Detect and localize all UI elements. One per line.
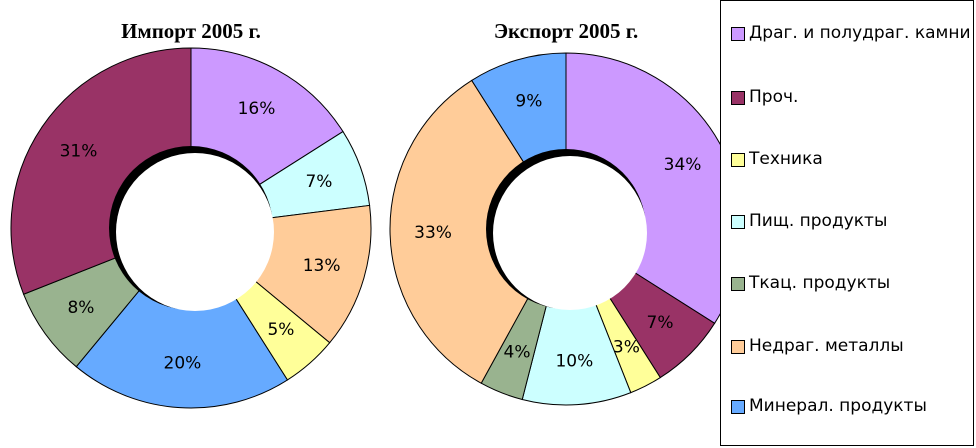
legend-label: Минерал. продукты	[749, 396, 927, 416]
legend-label: Драг. и полудраг. камни	[749, 23, 971, 43]
hole	[116, 153, 274, 311]
data-label: 33%	[414, 223, 452, 243]
data-label: 31%	[60, 142, 98, 162]
legend-item: Техника	[731, 149, 971, 169]
charts: Импорт 2005 г. 16% 7% 13% 5% 20% 8% 31% Экспорт …	[10, 19, 720, 409]
legend-item: Пищ. продукты	[731, 211, 971, 231]
data-label: 8%	[67, 298, 94, 318]
data-label: 13%	[303, 256, 341, 276]
data-label: 7%	[647, 313, 674, 333]
legend-label: Техника	[749, 149, 823, 169]
legend-label: Пищ. продукты	[749, 211, 888, 231]
legend-swatch	[731, 91, 745, 105]
legend-swatch	[731, 400, 745, 414]
legend-swatch	[731, 340, 745, 354]
chart-title: Экспорт 2005 г.	[494, 19, 638, 43]
legend: Драг. и полудраг. камни Проч. Техника Пищ. …	[720, 0, 974, 446]
data-label: 16%	[238, 99, 276, 119]
slice	[565, 52, 720, 324]
data-label: 3%	[613, 338, 640, 358]
data-label: 34%	[664, 155, 702, 175]
legend-swatch	[731, 153, 745, 167]
data-label: 4%	[504, 343, 531, 363]
data-label: 10%	[555, 352, 593, 372]
legend-item: Драг. и полудраг. камни	[731, 23, 971, 43]
slice	[521, 227, 632, 406]
legend-label: Ткац. продукты	[749, 273, 891, 293]
slice	[389, 79, 567, 384]
legend-item: Проч.	[731, 87, 971, 107]
data-label: 7%	[305, 172, 332, 192]
data-label: 5%	[267, 320, 294, 340]
legend-item: Минерал. продукты	[731, 396, 971, 416]
hole	[493, 156, 647, 310]
legend-item: Ткац. продукты	[731, 273, 971, 293]
legend-swatch	[731, 277, 745, 291]
chart-title: Импорт 2005 г.	[121, 19, 261, 43]
legend-item: Недраг. металлы	[731, 336, 971, 356]
data-label: 20%	[164, 354, 202, 374]
legend-label: Недраг. металлы	[749, 336, 904, 356]
legend-swatch	[731, 27, 745, 41]
legend-swatch	[731, 215, 745, 229]
data-label: 9%	[515, 91, 542, 111]
legend-label: Проч.	[749, 87, 799, 107]
slice	[75, 227, 289, 409]
